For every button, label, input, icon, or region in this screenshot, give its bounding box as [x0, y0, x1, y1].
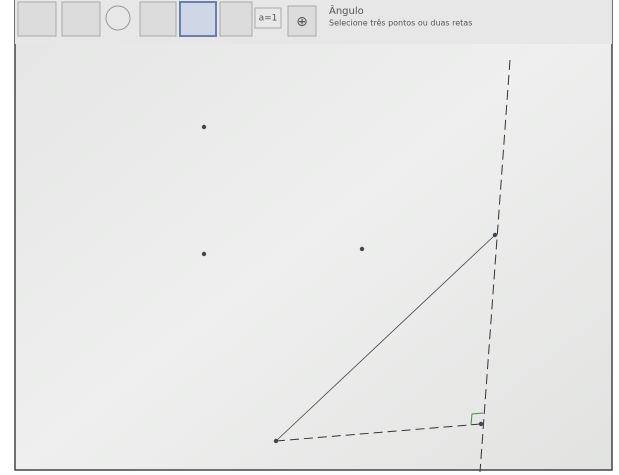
move-icon: ⊕: [296, 14, 308, 30]
dashed-segment: [275, 423, 482, 442]
toolbar: a=1 ⊕ Ângulo Selecione três pontos ou du…: [15, 0, 612, 44]
point[interactable]: [359, 246, 365, 252]
tool-button-selected[interactable]: [179, 1, 217, 37]
point[interactable]: [201, 251, 207, 257]
point[interactable]: [478, 421, 484, 427]
tool-button[interactable]: [219, 1, 253, 37]
slider-label: a=1: [259, 14, 278, 24]
right-angle-mark: [470, 412, 484, 426]
point[interactable]: [201, 124, 207, 130]
point[interactable]: [492, 232, 498, 238]
tool-button[interactable]: [287, 5, 317, 37]
tool-name: Ângulo: [329, 4, 364, 17]
construction: [201, 59, 511, 473]
tool-button[interactable]: [17, 1, 57, 37]
graphics-view: [14, 0, 613, 471]
tool-icon: [105, 5, 131, 31]
tool-button[interactable]: [139, 1, 177, 37]
perpendicular-line: [479, 59, 511, 473]
tool-button[interactable]: [254, 7, 282, 29]
tool-hint: Selecione três pontos ou duas retas: [329, 18, 472, 28]
segment: [275, 234, 496, 442]
point[interactable]: [273, 438, 279, 444]
tool-button[interactable]: [61, 1, 101, 37]
